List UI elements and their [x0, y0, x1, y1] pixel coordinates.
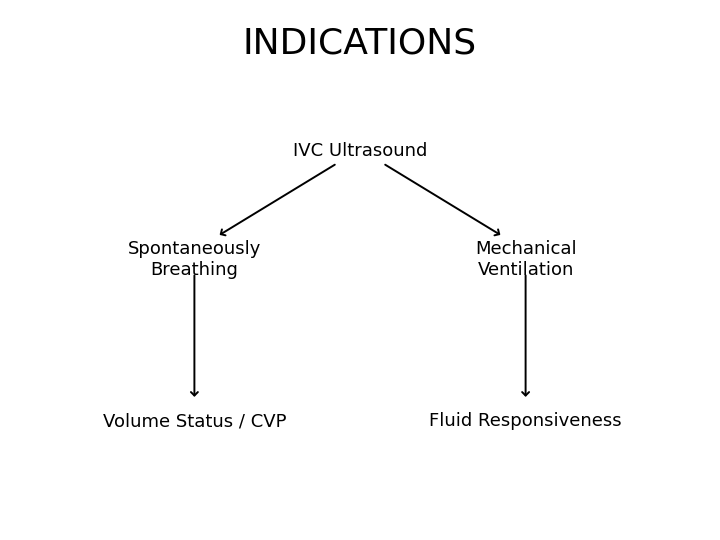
- Text: Mechanical
Ventilation: Mechanical Ventilation: [474, 240, 577, 279]
- Text: Volume Status / CVP: Volume Status / CVP: [103, 412, 286, 430]
- Text: IVC Ultrasound: IVC Ultrasound: [293, 142, 427, 160]
- Text: Fluid Responsiveness: Fluid Responsiveness: [429, 412, 622, 430]
- Text: INDICATIONS: INDICATIONS: [243, 27, 477, 61]
- Text: Spontaneously
Breathing: Spontaneously Breathing: [127, 240, 261, 279]
